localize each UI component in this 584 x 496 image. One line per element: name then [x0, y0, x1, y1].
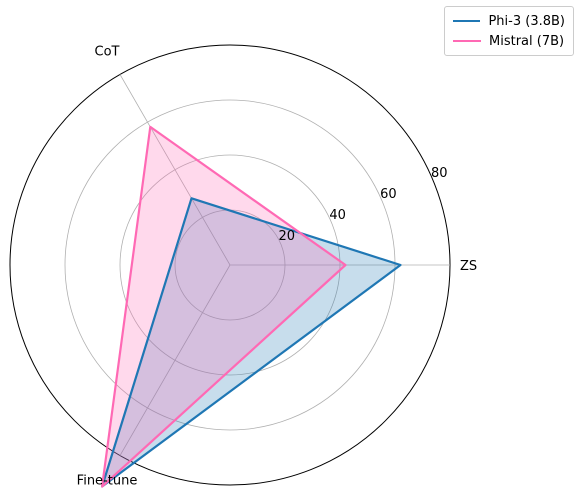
radial-grid	[9, 44, 451, 486]
series-line-2	[100, 125, 347, 488]
category-label: ZS	[460, 259, 477, 274]
series-fill-2	[102, 126, 346, 487]
legend-swatch	[453, 40, 481, 42]
grid-spoke	[119, 264, 231, 456]
legend: Phi-3 (3.8B) Mistral (7B)	[444, 6, 574, 56]
legend-swatch	[453, 20, 481, 22]
legend-entry: Mistral (7B)	[453, 31, 565, 51]
legend-label: Mistral (7B)	[489, 33, 565, 49]
series-line-1	[100, 197, 402, 488]
r-tick-label: 40	[329, 208, 346, 223]
category-label: Fine-tune	[77, 474, 138, 489]
series-layer	[100, 125, 402, 488]
legend-entry: Phi-3 (3.8B)	[453, 11, 565, 31]
r-tick-label: 60	[380, 187, 397, 202]
r-tick-label: 80	[431, 166, 448, 181]
grid-spoke	[119, 74, 231, 266]
r-tick-label: 20	[279, 229, 296, 244]
legend-label: Phi-3 (3.8B)	[488, 13, 565, 29]
label-layer: 20 40 60 80 ZS CoT Fine-tune	[77, 44, 478, 488]
category-label: CoT	[95, 44, 120, 59]
series-fill-1	[102, 198, 401, 487]
